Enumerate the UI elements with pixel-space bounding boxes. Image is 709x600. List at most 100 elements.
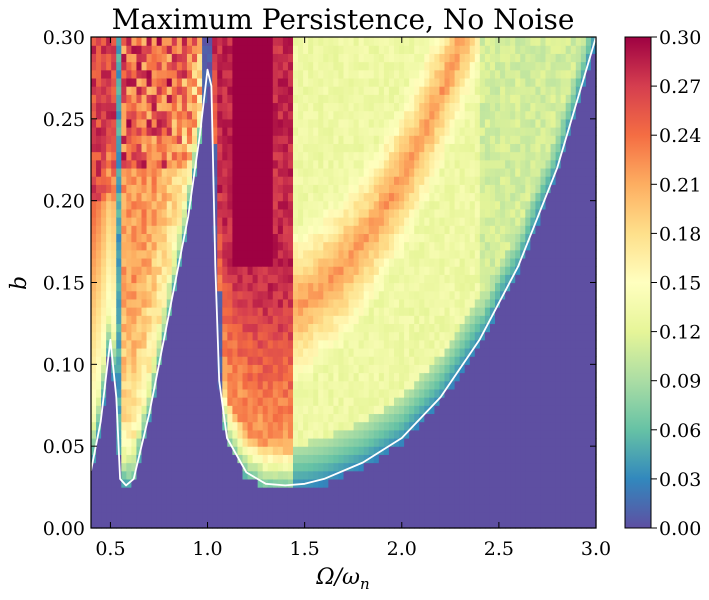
heatmap-cell — [343, 225, 350, 234]
heatmap-cell — [388, 519, 395, 529]
heatmap-cell — [338, 495, 345, 505]
heatmap-cell — [434, 200, 441, 210]
heatmap-cell — [136, 421, 143, 431]
heatmap-cell — [338, 519, 345, 529]
heatmap-cell — [404, 176, 410, 185]
heatmap-cell — [136, 511, 143, 521]
heatmap-cell — [91, 356, 97, 365]
heatmap-cell — [429, 446, 435, 455]
heatmap-cell — [373, 339, 380, 349]
heatmap-cell — [282, 307, 289, 316]
heatmap-cell — [293, 315, 299, 325]
heatmap-cell — [116, 86, 122, 95]
heatmap-cell — [101, 487, 107, 496]
heatmap-cell — [197, 176, 203, 185]
heatmap-cell — [484, 372, 491, 382]
heatmap-cell — [106, 478, 112, 488]
heatmap-cell — [176, 470, 183, 480]
heatmap-cell — [181, 94, 188, 104]
heatmap-cell — [439, 470, 446, 480]
heatmap-cell — [232, 487, 239, 496]
heatmap-cell — [101, 511, 107, 521]
heatmap-cell — [111, 53, 117, 63]
heatmap-cell — [186, 143, 193, 153]
heatmap-cell — [96, 413, 102, 423]
heatmap-cell — [282, 290, 289, 300]
heatmap-cell — [287, 470, 294, 480]
heatmap-cell — [252, 519, 259, 529]
heatmap-cell — [333, 298, 340, 308]
heatmap-cell — [161, 397, 168, 406]
heatmap-cell — [353, 298, 360, 308]
heatmap-cell — [197, 282, 203, 292]
heatmap-cell — [222, 184, 228, 194]
heatmap-cell — [197, 429, 203, 439]
heatmap-cell — [459, 151, 466, 161]
heatmap-cell — [333, 511, 340, 521]
heatmap-cell — [343, 478, 350, 488]
heatmap-cell — [141, 405, 148, 415]
heatmap-cell — [323, 192, 329, 202]
heatmap-cell — [282, 102, 289, 112]
heatmap-cell — [439, 462, 446, 472]
heatmap-cell — [449, 200, 456, 210]
heatmap-cell — [131, 45, 138, 54]
heatmap-cell — [505, 176, 511, 185]
heatmap-cell — [192, 233, 198, 243]
heatmap-cell — [181, 397, 188, 406]
heatmap-cell — [207, 110, 213, 120]
heatmap-cell — [242, 470, 249, 480]
heatmap-cell — [368, 298, 375, 308]
heatmap-cell — [414, 110, 420, 120]
heatmap-cell — [388, 380, 395, 390]
heatmap-cell — [121, 176, 127, 185]
heatmap-cell — [469, 200, 476, 210]
heatmap-cell — [444, 511, 451, 521]
heatmap-cell — [186, 184, 193, 194]
heatmap-cell — [116, 405, 122, 415]
heatmap-cell — [454, 118, 461, 128]
heatmap-cell — [222, 462, 228, 472]
heatmap-cell — [429, 495, 435, 505]
heatmap-cell — [510, 503, 516, 513]
heatmap-cell — [368, 249, 375, 259]
heatmap-cell — [469, 347, 476, 357]
heatmap-cell — [176, 143, 183, 153]
heatmap-cell — [298, 339, 304, 349]
heatmap-cell — [510, 511, 516, 521]
heatmap-cell — [91, 347, 97, 357]
heatmap-cell — [378, 331, 385, 341]
heatmap-cell — [328, 298, 334, 308]
heatmap-cell — [358, 241, 365, 251]
heatmap-cell — [308, 470, 314, 480]
heatmap-cell — [358, 86, 365, 95]
heatmap-cell — [197, 200, 203, 210]
heatmap-cell — [383, 437, 390, 447]
heatmap-cell — [146, 454, 153, 464]
heatmap-cell — [151, 208, 158, 218]
heatmap-cell — [404, 233, 410, 243]
heatmap-cell — [126, 274, 132, 284]
heatmap-cell — [232, 437, 239, 447]
heatmap-cell — [484, 77, 491, 87]
heatmap-cell — [353, 266, 360, 275]
heatmap-cell — [151, 282, 158, 292]
heatmap-cell — [363, 225, 370, 234]
heatmap-cell — [409, 519, 415, 529]
heatmap-cell — [373, 519, 380, 529]
heatmap-cell — [388, 200, 395, 210]
heatmap-cell — [171, 274, 178, 284]
heatmap-cell — [424, 241, 430, 251]
heatmap-cell — [242, 429, 249, 439]
heatmap-cell — [484, 37, 491, 46]
heatmap-cell — [419, 69, 425, 79]
heatmap-cell — [227, 94, 233, 104]
heatmap-cell — [469, 102, 476, 112]
heatmap-cell — [192, 323, 198, 333]
heatmap-cell — [217, 225, 223, 234]
heatmap-cell — [227, 241, 233, 251]
heatmap-cell — [368, 167, 375, 177]
heatmap-cell — [131, 446, 138, 455]
heatmap-cell — [373, 347, 380, 357]
heatmap-cell — [429, 167, 435, 177]
